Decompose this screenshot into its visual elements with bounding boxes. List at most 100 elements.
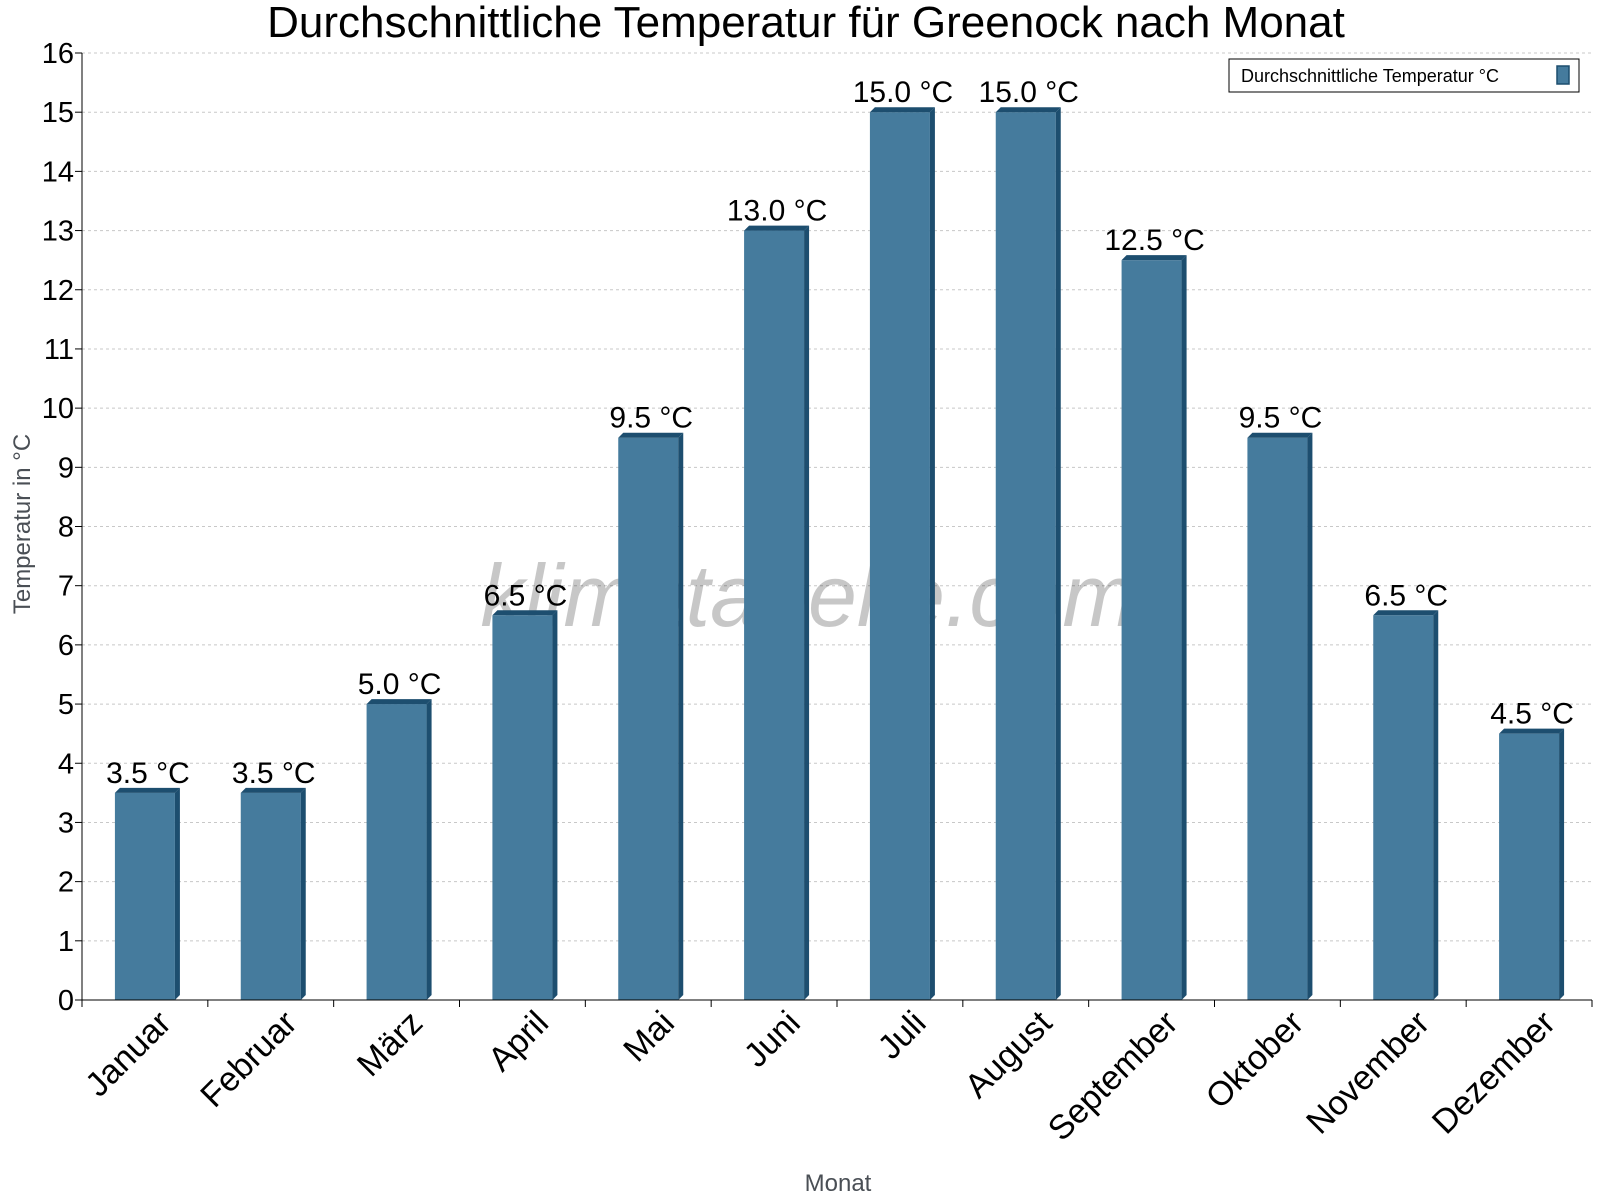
bar-side: [1055, 107, 1061, 1000]
x-tick-label: November: [1299, 1004, 1437, 1142]
x-tick-label: Oktober: [1199, 1004, 1311, 1116]
chart-title: Durchschnittliche Temperatur für Greenoc…: [267, 0, 1345, 47]
x-tick-label: Januar: [78, 1004, 178, 1104]
y-tick-label: 10: [42, 393, 74, 425]
bar-top: [1499, 728, 1565, 734]
bar-september: [1121, 255, 1187, 1000]
bar-side: [678, 432, 684, 1000]
bar-november: [1373, 610, 1439, 1000]
bar-side: [174, 787, 180, 1000]
bar-juli: [869, 107, 935, 1000]
y-axis-label: Temperatur in °C: [9, 434, 36, 614]
bar-front: [744, 230, 805, 1000]
bar-top: [1247, 432, 1313, 438]
bar-side: [552, 610, 558, 1000]
y-tick-label: 4: [58, 748, 74, 780]
y-tick-label: 9: [58, 452, 74, 484]
bar-side: [426, 699, 432, 1000]
data-label: 3.5 °C: [106, 757, 190, 790]
gridlines: [82, 52, 1592, 942]
data-label: 6.5 °C: [1364, 579, 1448, 612]
data-label: 5.0 °C: [358, 668, 442, 701]
bar-side: [1433, 610, 1439, 1000]
bar-front: [1373, 615, 1434, 1000]
data-label: 15.0 °C: [853, 76, 953, 109]
data-label: 9.5 °C: [609, 402, 693, 435]
bar-front: [1499, 733, 1560, 1000]
bar-top: [869, 107, 935, 113]
bar-august: [995, 107, 1061, 1000]
x-axis-label: Monat: [805, 1170, 872, 1197]
bar-side: [300, 787, 306, 1000]
y-tick-label: 5: [58, 689, 74, 721]
legend-swatch: [1556, 65, 1570, 85]
bar-front: [618, 437, 679, 1000]
bar-oktober: [1247, 432, 1313, 1000]
y-tick-label: 6: [58, 630, 74, 662]
bar-dezember: [1499, 728, 1565, 1000]
legend-entry-label: Durchschnittliche Temperatur °C: [1241, 66, 1499, 86]
bar-top: [1373, 610, 1439, 616]
bar-side: [1559, 728, 1565, 1000]
bars: [114, 107, 1565, 1000]
x-tick-label: August: [958, 1003, 1060, 1105]
bar-märz: [366, 699, 432, 1000]
bar-juni: [744, 225, 810, 1000]
data-label: 12.5 °C: [1104, 224, 1204, 257]
y-tick-label: 14: [42, 156, 74, 188]
bar-top: [618, 432, 684, 438]
bar-front: [1121, 260, 1182, 1000]
bar-front: [366, 704, 427, 1000]
data-label: 9.5 °C: [1239, 402, 1323, 435]
bar-top: [744, 225, 810, 231]
x-tick-label: Juli: [871, 1004, 934, 1067]
bar-top: [240, 787, 306, 793]
data-label: 3.5 °C: [232, 757, 316, 790]
x-tick-label: Juni: [737, 1004, 808, 1075]
y-tick-label: 1: [58, 926, 74, 958]
bar-top: [492, 610, 558, 616]
x-tick-label: März: [350, 1004, 430, 1084]
data-label: 4.5 °C: [1490, 698, 1574, 731]
legend-box: [1228, 58, 1580, 93]
y-tick-label: 13: [42, 216, 74, 248]
bar-april: [492, 610, 558, 1000]
bar-front: [114, 792, 175, 1000]
legend: Durchschnittliche Temperatur °C: [1228, 58, 1580, 93]
data-label: 15.0 °C: [979, 76, 1079, 109]
y-tick-label: 2: [58, 867, 74, 899]
data-label: 6.5 °C: [484, 579, 568, 612]
bar-februar: [240, 787, 306, 1000]
data-labels: 3.5 °C 3.5 °C 5.0 °C 6.5 °C 9.5 °C 13.0 °C 15.…: [106, 76, 1574, 790]
x-tick-label: Dezember: [1425, 1004, 1563, 1142]
y-tick-label: 3: [58, 807, 74, 839]
y-tick-label: 11: [44, 334, 74, 366]
x-tick-label: September: [1041, 1004, 1185, 1148]
bar-top: [114, 787, 180, 793]
y-tick-label: 8: [58, 512, 74, 544]
y-tick-label: 12: [42, 275, 74, 307]
bar-side: [929, 107, 935, 1000]
bar-januar: [114, 787, 180, 1000]
x-tick-label: Februar: [193, 1004, 304, 1115]
bar-front: [1247, 437, 1308, 1000]
y-tick-label: 0: [58, 985, 74, 1017]
bar-front: [869, 112, 930, 1000]
bar-side: [1181, 255, 1187, 1000]
data-label: 13.0 °C: [727, 195, 827, 228]
bar-front: [995, 112, 1056, 1000]
axes: [75, 52, 1593, 1007]
y-tick-label: 7: [58, 571, 74, 603]
bar-top: [1121, 255, 1187, 261]
bar-front: [240, 792, 301, 1000]
bar-top: [366, 699, 432, 705]
bar-side: [1307, 432, 1313, 1000]
y-tick-label: 16: [42, 38, 74, 70]
x-tick-labels: Januar Februar März April Mai Juni Juli AugustS…: [78, 1003, 1563, 1148]
bar-side: [804, 225, 810, 1000]
bar-front: [492, 615, 553, 1000]
x-tick-label: Mai: [616, 1004, 682, 1070]
y-tick-label: 15: [42, 97, 74, 129]
